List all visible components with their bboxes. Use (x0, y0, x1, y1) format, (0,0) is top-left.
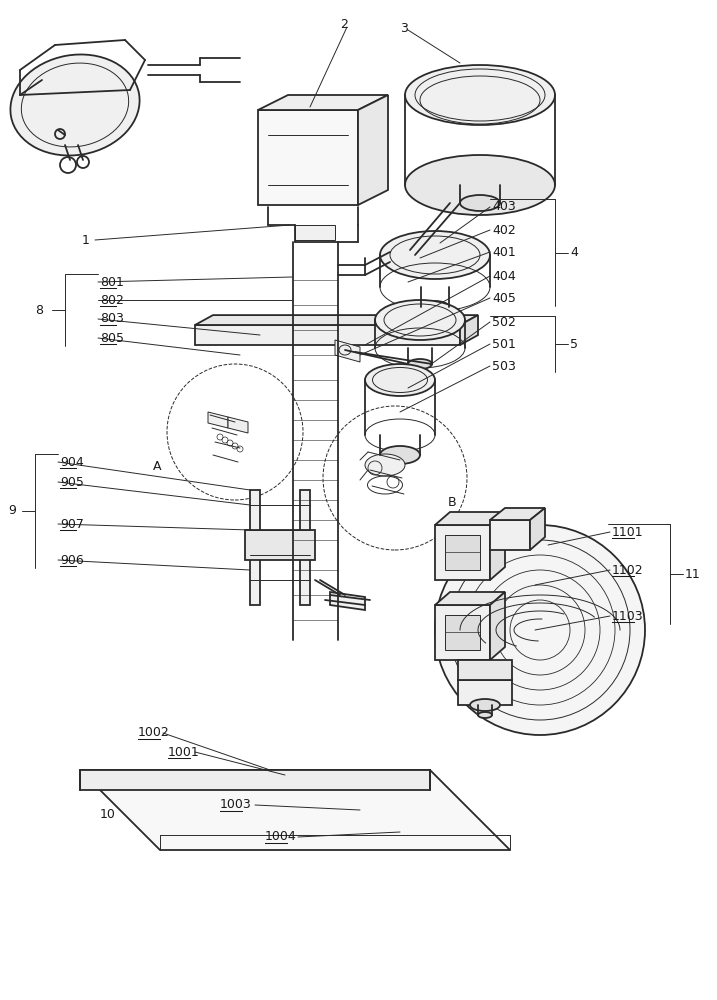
Ellipse shape (11, 54, 140, 156)
Polygon shape (435, 512, 505, 525)
Text: 5: 5 (570, 338, 578, 351)
Polygon shape (458, 660, 512, 680)
Text: 404: 404 (492, 269, 516, 282)
Polygon shape (208, 412, 228, 428)
Polygon shape (530, 508, 545, 550)
Ellipse shape (405, 65, 555, 125)
Text: 401: 401 (492, 245, 516, 258)
Polygon shape (300, 490, 310, 605)
Ellipse shape (365, 364, 435, 396)
Polygon shape (460, 315, 478, 345)
Text: 907: 907 (60, 518, 84, 530)
Text: 503: 503 (492, 360, 516, 372)
Polygon shape (445, 615, 480, 650)
Text: 8: 8 (35, 304, 43, 316)
Polygon shape (490, 508, 545, 520)
Text: 1004: 1004 (265, 830, 297, 844)
Circle shape (435, 525, 645, 735)
Polygon shape (80, 770, 430, 790)
Polygon shape (358, 95, 388, 205)
Text: 10: 10 (100, 808, 116, 822)
Text: 1: 1 (82, 233, 90, 246)
Ellipse shape (478, 712, 492, 718)
Polygon shape (195, 325, 460, 345)
Polygon shape (458, 680, 512, 705)
Ellipse shape (421, 301, 449, 313)
Polygon shape (258, 95, 388, 110)
Text: 801: 801 (100, 275, 124, 288)
Text: 405: 405 (492, 292, 516, 304)
Text: 402: 402 (492, 224, 516, 236)
Text: 1003: 1003 (220, 798, 252, 812)
Text: 906: 906 (60, 554, 84, 566)
Polygon shape (445, 535, 480, 570)
Polygon shape (258, 110, 358, 205)
Text: 905: 905 (60, 476, 84, 488)
Text: B: B (448, 495, 457, 508)
Polygon shape (245, 530, 315, 560)
Text: 4: 4 (570, 246, 578, 259)
Polygon shape (435, 605, 490, 660)
Text: 9: 9 (8, 504, 16, 518)
Polygon shape (490, 512, 505, 580)
Text: 3: 3 (400, 21, 408, 34)
Polygon shape (80, 770, 510, 850)
Ellipse shape (365, 454, 405, 476)
Text: 803: 803 (100, 312, 124, 326)
Polygon shape (490, 520, 530, 550)
Ellipse shape (375, 300, 465, 340)
Text: 1002: 1002 (138, 726, 170, 740)
Polygon shape (250, 490, 260, 605)
Ellipse shape (380, 231, 490, 279)
Polygon shape (435, 525, 490, 580)
Text: 2: 2 (340, 18, 348, 31)
Text: 502: 502 (492, 316, 516, 328)
Ellipse shape (405, 155, 555, 215)
Polygon shape (195, 315, 478, 325)
Polygon shape (335, 340, 360, 362)
Ellipse shape (380, 446, 420, 464)
Text: A: A (153, 460, 161, 474)
Polygon shape (490, 592, 505, 660)
Text: 501: 501 (492, 338, 516, 351)
Polygon shape (295, 225, 335, 240)
Text: 11: 11 (685, 568, 701, 580)
Ellipse shape (460, 195, 500, 211)
Text: 805: 805 (100, 332, 124, 344)
Polygon shape (228, 417, 248, 433)
Polygon shape (330, 592, 365, 610)
Text: 802: 802 (100, 294, 124, 306)
Ellipse shape (408, 359, 432, 369)
Text: 1102: 1102 (612, 564, 644, 576)
Text: 1001: 1001 (168, 746, 200, 758)
Text: 904: 904 (60, 456, 84, 468)
Polygon shape (435, 592, 505, 605)
Text: 403: 403 (492, 200, 516, 214)
Text: 1103: 1103 (612, 609, 644, 622)
Text: 1101: 1101 (612, 526, 644, 538)
Ellipse shape (470, 699, 500, 711)
